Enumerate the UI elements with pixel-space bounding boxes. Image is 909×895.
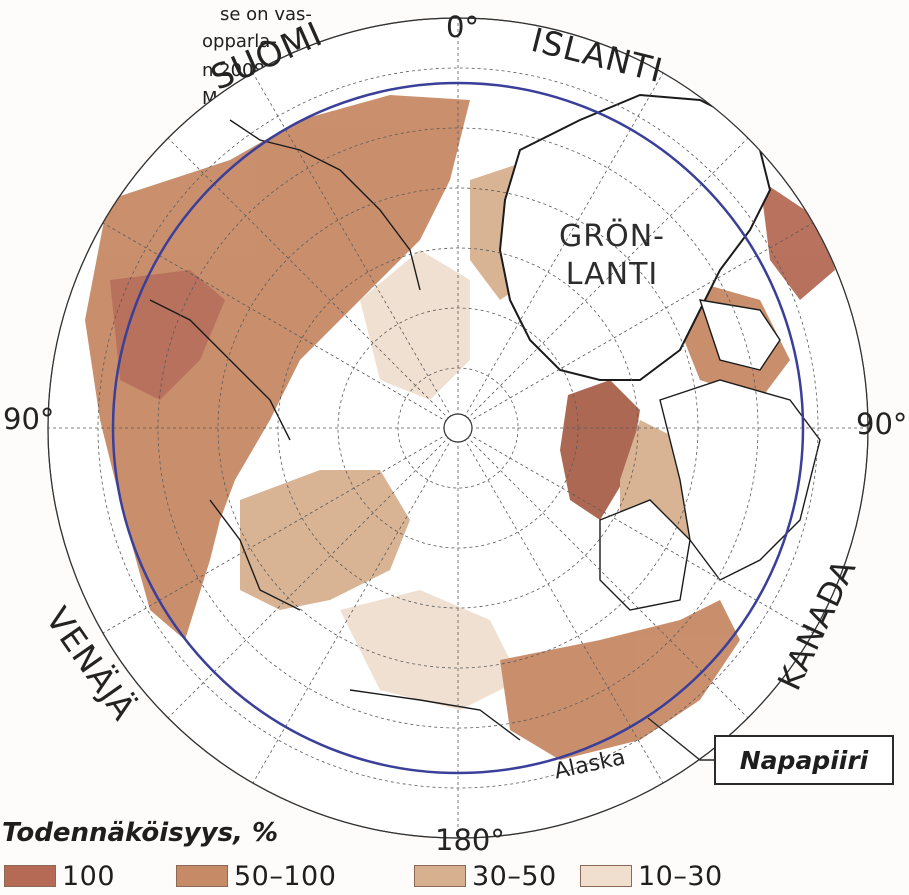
legend-item-30-50: 30–50 [414, 860, 557, 892]
legend-label-50-100: 50–100 [234, 860, 337, 892]
legend-item-10-30: 10–30 [580, 860, 723, 892]
legend: 100 50–100 30–50 10–30 [4, 860, 722, 892]
region-100 [110, 270, 225, 400]
legend-item-50-100: 50–100 [176, 860, 336, 892]
legend-title: Todennäköisyys, % [2, 818, 279, 848]
legend-label-30-50: 30–50 [472, 860, 557, 892]
legend-label-10-30: 10–30 [638, 860, 723, 892]
region-50-100 [500, 600, 740, 760]
canada-coastline [599, 299, 821, 611]
label-gronlanti-line2: LANTI [565, 257, 659, 292]
arctic-circle [111, 81, 805, 775]
legend-swatch-50-100 [176, 865, 228, 887]
legend-item-100: 100 [4, 860, 115, 892]
degree-label-right: 90° [856, 407, 908, 441]
probability-regions [85, 95, 835, 760]
greenland-shape [498, 93, 772, 381]
legend-swatch-100 [4, 865, 56, 887]
map-rim [47, 17, 869, 839]
legend-label-100: 100 [62, 860, 116, 892]
label-gronlanti: GRÖN- LANTI [559, 218, 665, 294]
region-50-100 [85, 95, 470, 640]
legend-swatch-10-30 [580, 865, 632, 887]
label-gronlanti-line1: GRÖN- [559, 219, 665, 254]
region-100 [760, 180, 835, 300]
eurasia-coastline [149, 119, 521, 741]
legend-swatch-30-50 [414, 865, 466, 887]
napapiiri-callout: Napapiiri [714, 735, 894, 785]
region-10-30 [340, 590, 520, 710]
region-30-50 [240, 470, 410, 610]
region-10-30 [360, 250, 470, 400]
degree-label-top: 0° [446, 10, 479, 44]
text-line: se on vas- [220, 4, 312, 25]
degree-label-bottom: 180° [435, 823, 505, 857]
north-pole-marker [443, 413, 473, 443]
text-line: opparla- [202, 31, 277, 52]
napapiiri-callout-line [647, 717, 716, 761]
degree-label-left: 90° [3, 402, 55, 436]
meridians [48, 18, 868, 838]
